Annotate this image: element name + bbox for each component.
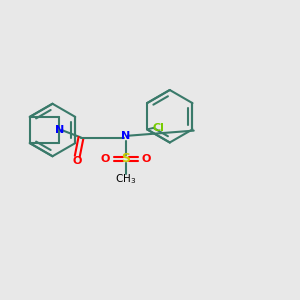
- Text: S: S: [122, 152, 130, 165]
- Text: N: N: [122, 131, 130, 141]
- Text: CH$_3$: CH$_3$: [116, 172, 136, 186]
- Text: N: N: [55, 125, 64, 135]
- Text: Cl: Cl: [152, 123, 164, 133]
- Text: O: O: [142, 154, 151, 164]
- Text: O: O: [73, 156, 82, 166]
- Text: O: O: [101, 154, 110, 164]
